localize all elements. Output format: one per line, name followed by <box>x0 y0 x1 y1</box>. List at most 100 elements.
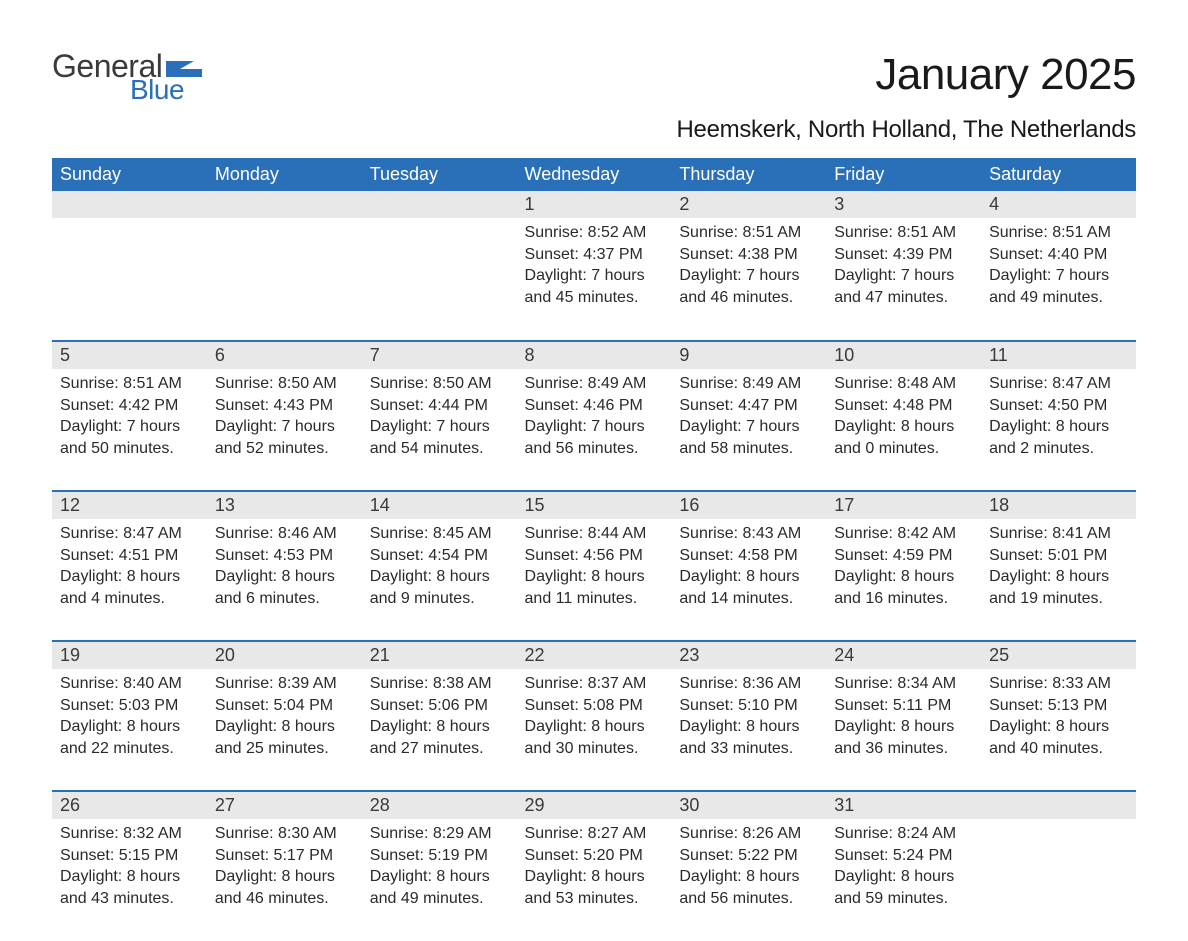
calendar-cell: 5Sunrise: 8:51 AMSunset: 4:42 PMDaylight… <box>52 341 207 491</box>
daylight-line: Daylight: 7 hours and 47 minutes. <box>834 265 973 308</box>
sunset-line: Sunset: 4:51 PM <box>60 545 199 567</box>
cell-body: Sunrise: 8:32 AMSunset: 5:15 PMDaylight:… <box>52 819 207 913</box>
sunset-line: Sunset: 4:39 PM <box>834 244 973 266</box>
calendar-week: 26Sunrise: 8:32 AMSunset: 5:15 PMDayligh… <box>52 791 1136 941</box>
calendar-week: 19Sunrise: 8:40 AMSunset: 5:03 PMDayligh… <box>52 641 1136 791</box>
day-number: 3 <box>826 191 981 218</box>
day-number: 18 <box>981 492 1136 519</box>
sunset-line: Sunset: 5:22 PM <box>679 845 818 867</box>
sunset-line: Sunset: 4:53 PM <box>215 545 354 567</box>
daylight-line: Daylight: 8 hours and 2 minutes. <box>989 416 1128 459</box>
day-number <box>52 191 207 218</box>
sunrise-line: Sunrise: 8:38 AM <box>370 673 509 695</box>
calendar-cell: 17Sunrise: 8:42 AMSunset: 4:59 PMDayligh… <box>826 491 981 641</box>
daylight-line: Daylight: 8 hours and 56 minutes. <box>679 866 818 909</box>
day-number: 27 <box>207 792 362 819</box>
day-number: 10 <box>826 342 981 369</box>
daylight-line: Daylight: 8 hours and 6 minutes. <box>215 566 354 609</box>
day-number: 16 <box>671 492 826 519</box>
sunrise-line: Sunrise: 8:50 AM <box>370 373 509 395</box>
daylight-line: Daylight: 8 hours and 11 minutes. <box>525 566 664 609</box>
cell-body: Sunrise: 8:41 AMSunset: 5:01 PMDaylight:… <box>981 519 1136 613</box>
calendar-page: General Blue January 2025 Heemskerk, Nor… <box>0 0 1188 941</box>
sunset-line: Sunset: 5:24 PM <box>834 845 973 867</box>
calendar-cell: 7Sunrise: 8:50 AMSunset: 4:44 PMDaylight… <box>362 341 517 491</box>
sunset-line: Sunset: 4:46 PM <box>525 395 664 417</box>
day-number: 30 <box>671 792 826 819</box>
daylight-line: Daylight: 8 hours and 14 minutes. <box>679 566 818 609</box>
sunset-line: Sunset: 4:56 PM <box>525 545 664 567</box>
cell-body: Sunrise: 8:48 AMSunset: 4:48 PMDaylight:… <box>826 369 981 463</box>
day-number: 31 <box>826 792 981 819</box>
day-header: Friday <box>826 158 981 191</box>
cell-body: Sunrise: 8:30 AMSunset: 5:17 PMDaylight:… <box>207 819 362 913</box>
calendar-cell: 29Sunrise: 8:27 AMSunset: 5:20 PMDayligh… <box>517 791 672 941</box>
calendar-cell: 13Sunrise: 8:46 AMSunset: 4:53 PMDayligh… <box>207 491 362 641</box>
sunrise-line: Sunrise: 8:37 AM <box>525 673 664 695</box>
calendar-cell: 4Sunrise: 8:51 AMSunset: 4:40 PMDaylight… <box>981 191 1136 341</box>
calendar-header: SundayMondayTuesdayWednesdayThursdayFrid… <box>52 158 1136 191</box>
day-header: Thursday <box>671 158 826 191</box>
sunset-line: Sunset: 5:08 PM <box>525 695 664 717</box>
day-number: 23 <box>671 642 826 669</box>
sunset-line: Sunset: 5:01 PM <box>989 545 1128 567</box>
sunrise-line: Sunrise: 8:27 AM <box>525 823 664 845</box>
sunrise-line: Sunrise: 8:36 AM <box>679 673 818 695</box>
daylight-line: Daylight: 7 hours and 50 minutes. <box>60 416 199 459</box>
daylight-line: Daylight: 8 hours and 9 minutes. <box>370 566 509 609</box>
sunrise-line: Sunrise: 8:30 AM <box>215 823 354 845</box>
daylight-line: Daylight: 7 hours and 54 minutes. <box>370 416 509 459</box>
cell-body: Sunrise: 8:33 AMSunset: 5:13 PMDaylight:… <box>981 669 1136 763</box>
day-number: 6 <box>207 342 362 369</box>
sunrise-line: Sunrise: 8:26 AM <box>679 823 818 845</box>
daylight-line: Daylight: 8 hours and 0 minutes. <box>834 416 973 459</box>
brand-logo: General Blue <box>52 50 202 104</box>
cell-body: Sunrise: 8:51 AMSunset: 4:42 PMDaylight:… <box>52 369 207 463</box>
sunrise-line: Sunrise: 8:40 AM <box>60 673 199 695</box>
calendar-cell: 2Sunrise: 8:51 AMSunset: 4:38 PMDaylight… <box>671 191 826 341</box>
calendar-cell: 16Sunrise: 8:43 AMSunset: 4:58 PMDayligh… <box>671 491 826 641</box>
sunset-line: Sunset: 4:43 PM <box>215 395 354 417</box>
sunset-line: Sunset: 4:37 PM <box>525 244 664 266</box>
daylight-line: Daylight: 7 hours and 56 minutes. <box>525 416 664 459</box>
cell-body: Sunrise: 8:50 AMSunset: 4:43 PMDaylight:… <box>207 369 362 463</box>
sunset-line: Sunset: 4:54 PM <box>370 545 509 567</box>
sunrise-line: Sunrise: 8:50 AM <box>215 373 354 395</box>
sunrise-line: Sunrise: 8:51 AM <box>60 373 199 395</box>
header-row: General Blue January 2025 <box>52 50 1136 104</box>
calendar-cell: 24Sunrise: 8:34 AMSunset: 5:11 PMDayligh… <box>826 641 981 791</box>
daylight-line: Daylight: 7 hours and 52 minutes. <box>215 416 354 459</box>
calendar-cell: 11Sunrise: 8:47 AMSunset: 4:50 PMDayligh… <box>981 341 1136 491</box>
day-number <box>981 792 1136 819</box>
sunset-line: Sunset: 5:20 PM <box>525 845 664 867</box>
day-number: 21 <box>362 642 517 669</box>
location-subtitle: Heemskerk, North Holland, The Netherland… <box>52 116 1136 144</box>
cell-body: Sunrise: 8:50 AMSunset: 4:44 PMDaylight:… <box>362 369 517 463</box>
day-number: 25 <box>981 642 1136 669</box>
calendar-cell <box>362 191 517 341</box>
sunset-line: Sunset: 5:04 PM <box>215 695 354 717</box>
day-number: 1 <box>517 191 672 218</box>
sunset-line: Sunset: 4:59 PM <box>834 545 973 567</box>
sunrise-line: Sunrise: 8:49 AM <box>679 373 818 395</box>
cell-body: Sunrise: 8:47 AMSunset: 4:50 PMDaylight:… <box>981 369 1136 463</box>
calendar-cell: 27Sunrise: 8:30 AMSunset: 5:17 PMDayligh… <box>207 791 362 941</box>
day-header: Sunday <box>52 158 207 191</box>
calendar-cell: 8Sunrise: 8:49 AMSunset: 4:46 PMDaylight… <box>517 341 672 491</box>
cell-body: Sunrise: 8:24 AMSunset: 5:24 PMDaylight:… <box>826 819 981 913</box>
sunset-line: Sunset: 4:47 PM <box>679 395 818 417</box>
day-number: 17 <box>826 492 981 519</box>
calendar-cell: 23Sunrise: 8:36 AMSunset: 5:10 PMDayligh… <box>671 641 826 791</box>
sunset-line: Sunset: 5:10 PM <box>679 695 818 717</box>
sunrise-line: Sunrise: 8:32 AM <box>60 823 199 845</box>
cell-body: Sunrise: 8:42 AMSunset: 4:59 PMDaylight:… <box>826 519 981 613</box>
sunset-line: Sunset: 5:17 PM <box>215 845 354 867</box>
calendar-cell: 3Sunrise: 8:51 AMSunset: 4:39 PMDaylight… <box>826 191 981 341</box>
daylight-line: Daylight: 8 hours and 36 minutes. <box>834 716 973 759</box>
day-number: 26 <box>52 792 207 819</box>
day-number: 4 <box>981 191 1136 218</box>
day-number: 9 <box>671 342 826 369</box>
day-number: 14 <box>362 492 517 519</box>
day-header: Tuesday <box>362 158 517 191</box>
daylight-line: Daylight: 7 hours and 46 minutes. <box>679 265 818 308</box>
